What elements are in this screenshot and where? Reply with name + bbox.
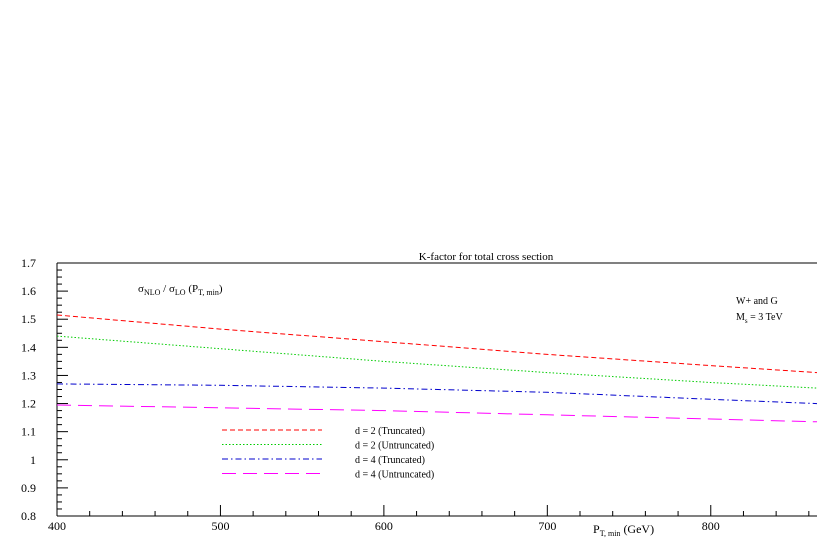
y-tick-label: 0.8 xyxy=(21,509,36,523)
legend: d = 2 (Truncated) d = 2 (Untruncated) d = … xyxy=(222,426,434,481)
series-line-1 xyxy=(56,314,817,374)
x-tick-label: 700 xyxy=(538,519,556,533)
x-tick-labels: 400 500 600 700 800 xyxy=(48,519,720,533)
y-tick-label: 1.2 xyxy=(21,397,36,411)
y-tick-label: 1.6 xyxy=(21,284,36,298)
y-tick-label: 1 xyxy=(30,453,36,467)
y-tick-label: 1.7 xyxy=(21,256,36,270)
x-axis-label: PT, min (GeV) xyxy=(593,522,654,538)
y-tick-label: 1.4 xyxy=(21,340,36,354)
series-line-3 xyxy=(56,383,817,405)
y-tick-labels: 0.8 0.9 1 1.1 1.2 1.3 1.4 1.5 1.6 1.7 xyxy=(21,256,36,523)
annotation-process: W+ and G xyxy=(736,296,778,307)
y-tick-label: 1.5 xyxy=(21,312,36,326)
legend-label: d = 2 (Truncated) xyxy=(355,426,425,437)
series-lines xyxy=(56,314,817,423)
series-line-2 xyxy=(56,335,817,389)
x-tick-label: 800 xyxy=(702,519,720,533)
legend-label: d = 2 (Untruncated) xyxy=(355,441,434,452)
series-line-4 xyxy=(56,404,817,423)
y-axis-label: σNLO / σLO (PT, min) xyxy=(138,283,223,297)
legend-label: d = 4 (Truncated) xyxy=(355,455,425,466)
y-tick-label: 1.1 xyxy=(21,425,36,439)
y-tick-label: 1.3 xyxy=(21,368,36,382)
chart-title: K-factor for total cross section xyxy=(419,251,554,263)
x-tick-label: 600 xyxy=(375,519,393,533)
annotation-mass: Ms = 3 TeV xyxy=(736,312,783,325)
x-tick-label: 500 xyxy=(211,519,229,533)
axis-ticks xyxy=(56,262,810,517)
y-tick-label: 0.9 xyxy=(21,481,36,495)
x-tick-label: 400 xyxy=(48,519,66,533)
legend-label: d = 4 (Untruncated) xyxy=(355,470,434,481)
